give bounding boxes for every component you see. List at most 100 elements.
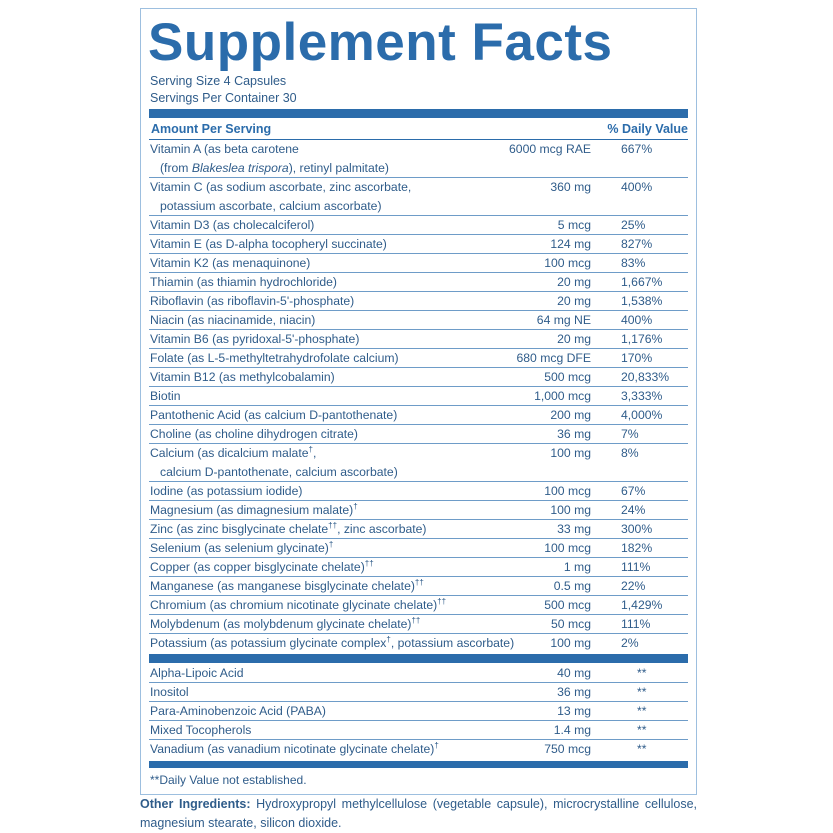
divider-bar xyxy=(149,761,688,768)
daily-value: 7% xyxy=(621,427,639,441)
amount: 360 mg xyxy=(550,180,591,194)
table-row: Thiamin (as thiamin hydrochloride) 20 mg 1… xyxy=(149,273,688,292)
name-line: Vitamin C (as sodium ascorbate, zinc asc… xyxy=(150,180,412,194)
amount: 0.5 mg xyxy=(553,579,591,593)
daily-value: 8% xyxy=(621,446,639,460)
name-line: Vitamin B6 (as pyridoxal-5'-phosphate) xyxy=(150,332,360,346)
daily-value: 1,429% xyxy=(621,598,663,612)
table-row: Vanadium (as vanadium nicotinate glycina… xyxy=(149,740,688,759)
nutrient-name: Calcium (as dicalcium malate†, calcium D-… xyxy=(149,444,688,482)
table-row: Alpha-Lipoic Acid 40 mg ** xyxy=(149,664,688,683)
table-row: Para-Aminobenzoic Acid (PABA) 13 mg ** xyxy=(149,702,688,721)
name-line: Niacin (as niacinamide, niacin) xyxy=(150,313,316,327)
nutrient-name: Mixed Tocopherols xyxy=(149,721,688,740)
name-line: Alpha-Lipoic Acid xyxy=(150,666,244,680)
other-section: Alpha-Lipoic Acid 40 mg ** Inositol 36 mg ** P… xyxy=(149,664,688,759)
column-header: Amount Per Serving xyxy=(151,122,272,136)
daily-value: 20,833% xyxy=(621,370,670,384)
name-line: potassium ascorbate, calcium ascorbate) xyxy=(160,199,382,213)
daily-value: 170% xyxy=(621,351,653,365)
divider-bar xyxy=(149,109,688,118)
amount: 33 mg xyxy=(557,522,591,536)
amount: 100 mg xyxy=(550,636,591,650)
name-line: (from Blakeslea trispora), retinyl palmi… xyxy=(150,159,688,178)
nutrient-name: Thiamin (as thiamin hydrochloride) xyxy=(149,273,688,292)
daily-value: ** xyxy=(637,666,647,680)
nutrient-name: Selenium (as selenium glycinate)† xyxy=(149,539,688,558)
name-line: Vitamin K2 (as menaquinone) xyxy=(150,256,311,270)
amount: 124 mg xyxy=(550,237,591,251)
name-line: Riboflavin (as riboflavin-5'-phosphate) xyxy=(150,294,355,308)
nutrient-name: Niacin (as niacinamide, niacin) xyxy=(149,311,688,330)
daily-value: 3,333% xyxy=(621,389,663,403)
daily-value: 667% xyxy=(621,142,653,156)
daily-value: 1,538% xyxy=(621,294,663,308)
nutrient-name: Vitamin E (as D-alpha tocopheryl succina… xyxy=(149,235,688,254)
amount: 64 mg NE xyxy=(536,313,591,327)
italic-text: Blakeslea trispora xyxy=(191,161,289,175)
name-line: Vitamin E (as D-alpha tocopheryl succina… xyxy=(150,237,387,251)
nutrient-name: Vitamin A (as beta carotene (from Blakesl… xyxy=(149,140,688,178)
table-row: Vitamin D3 (as cholecalciferol) 5 mcg 25% xyxy=(149,216,688,235)
name-line: calcium D-pantothenate, calcium ascorbat… xyxy=(160,465,398,479)
daily-value: 827% xyxy=(621,237,653,251)
table-row: Vitamin B6 (as pyridoxal-5'-phosphate) 20… xyxy=(149,330,688,349)
nutrient-name: Vitamin B6 (as pyridoxal-5'-phosphate) xyxy=(149,330,688,349)
divider-bar xyxy=(149,654,688,663)
name-line: Inositol xyxy=(150,685,189,699)
daily-value: 1,176% xyxy=(621,332,663,346)
text-segment: ), retinyl palmitate) xyxy=(288,161,389,175)
table-row: Vitamin C (as sodium ascorbate, zinc asc… xyxy=(149,178,688,216)
amount: 100 mg xyxy=(550,503,591,517)
table-row: Calcium (as dicalcium malate†, calcium D-… xyxy=(149,444,688,482)
name-line: Vitamin D3 (as cholecalciferol) xyxy=(150,218,315,232)
table-row: Vitamin E (as D-alpha tocopheryl succina… xyxy=(149,235,688,254)
amount: 100 mcg xyxy=(544,256,591,270)
nutrient-name: Vitamin D3 (as cholecalciferol) xyxy=(149,216,688,235)
table-row: Molybdenum (as molybdenum glycinate chel… xyxy=(149,615,688,634)
table-row: Pantothenic Acid (as calcium D-pantothen… xyxy=(149,406,688,425)
daily-value: 400% xyxy=(621,180,653,194)
table-row: Copper (as copper bisglycinate chelate)†… xyxy=(149,558,688,577)
name-line: Molybdenum (as molybdenum glycinate chel… xyxy=(150,615,421,631)
supplement-facts-panel: Supplement Facts Serving Size 4 Capsules… xyxy=(140,8,697,795)
nutrient-name: Vitamin C (as sodium ascorbate, zinc asc… xyxy=(149,178,688,216)
nutrient-name: Biotin xyxy=(149,387,688,406)
name-line: Iodine (as potassium iodide) xyxy=(150,484,303,498)
table-row: Biotin 1,000 mcg 3,333% xyxy=(149,387,688,406)
table-row: Vitamin A (as beta carotene (from Blakesl… xyxy=(149,140,688,178)
table-row: Chromium (as chromium nicotinate glycina… xyxy=(149,596,688,615)
name-line: Mixed Tocopherols xyxy=(150,723,252,737)
daily-value: 400% xyxy=(621,313,653,327)
other-ingredients-label: Other Ingredients: xyxy=(140,797,251,811)
nutrient-name: Chromium (as chromium nicotinate glycina… xyxy=(149,596,688,615)
name-line: Potassium (as potassium glycinate comple… xyxy=(150,634,515,650)
daily-value: 2% xyxy=(621,636,639,650)
nutrient-name: Copper (as copper bisglycinate chelate)†… xyxy=(149,558,688,577)
nutrient-name: Molybdenum (as molybdenum glycinate chel… xyxy=(149,615,688,634)
amount: 100 mcg xyxy=(544,484,591,498)
daily-value: 111% xyxy=(621,617,651,631)
amount: 100 mcg xyxy=(544,541,591,555)
table-row: Inositol 36 mg ** xyxy=(149,683,688,702)
amount: 500 mcg xyxy=(544,370,591,384)
amount: 36 mg xyxy=(557,427,591,441)
table-header: Amount Per Serving % Daily Value xyxy=(149,119,688,140)
daily-value: 1,667% xyxy=(621,275,663,289)
daily-value: ** xyxy=(637,723,647,737)
other-ingredients: Other Ingredients: Hydroxypropyl methylc… xyxy=(140,795,697,833)
daily-value: 67% xyxy=(621,484,646,498)
nutrient-name: Choline (as choline dihydrogen citrate) xyxy=(149,425,688,444)
name-line: Folate (as L-5-methyltetrahydrofolate ca… xyxy=(150,351,399,365)
table-row: Zinc (as zinc bisglycinate chelate††, zi… xyxy=(149,520,688,539)
servings-per-container: Servings Per Container 30 xyxy=(150,91,297,105)
amount: 20 mg xyxy=(557,332,591,346)
nutrient-name: Alpha-Lipoic Acid xyxy=(149,664,688,683)
name-line: Para-Aminobenzoic Acid (PABA) xyxy=(150,704,326,718)
amount: 1.4 mg xyxy=(553,723,591,737)
daily-value: ** xyxy=(637,742,647,756)
amount: 1 mg xyxy=(563,560,591,574)
text-segment: (from xyxy=(160,161,192,175)
nutrient-name: Pantothenic Acid (as calcium D-pantothen… xyxy=(149,406,688,425)
